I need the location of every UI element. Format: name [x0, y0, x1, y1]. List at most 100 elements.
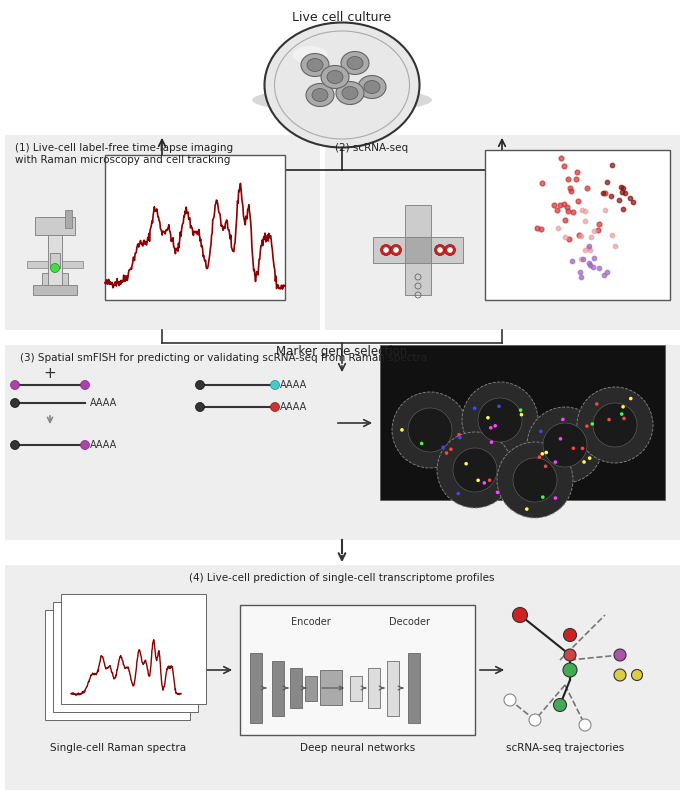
Circle shape	[504, 694, 516, 706]
Ellipse shape	[312, 89, 328, 101]
Text: AAAA: AAAA	[280, 402, 308, 412]
Bar	[368, 668, 380, 708]
Circle shape	[540, 452, 544, 456]
Circle shape	[445, 452, 448, 455]
Ellipse shape	[327, 71, 343, 84]
Text: Marker gene selection: Marker gene selection	[276, 345, 408, 358]
Point	[563, 205, 574, 218]
Point	[617, 181, 628, 194]
Point	[549, 199, 560, 212]
Point	[576, 270, 587, 283]
Point	[607, 159, 618, 171]
Point	[565, 181, 576, 194]
Text: Single-cell Raman spectra: Single-cell Raman spectra	[50, 743, 186, 753]
Ellipse shape	[336, 81, 364, 105]
Point	[602, 265, 613, 278]
Circle shape	[441, 445, 445, 449]
Circle shape	[608, 418, 611, 421]
Circle shape	[529, 714, 541, 726]
Point	[584, 256, 595, 269]
Text: Decoder: Decoder	[388, 617, 429, 627]
Circle shape	[553, 496, 558, 500]
Bar	[373, 237, 463, 263]
Ellipse shape	[358, 76, 386, 98]
Text: Deep neural networks: Deep neural networks	[300, 743, 415, 753]
Circle shape	[614, 649, 626, 661]
Circle shape	[581, 447, 584, 450]
Point	[575, 253, 586, 266]
Circle shape	[545, 451, 548, 454]
Point	[589, 225, 600, 237]
Circle shape	[195, 381, 205, 390]
Circle shape	[476, 478, 480, 482]
Point	[558, 197, 569, 210]
Point	[535, 222, 546, 235]
Point	[607, 229, 618, 242]
Point	[617, 203, 628, 216]
Bar	[27, 261, 83, 268]
Point	[560, 230, 571, 243]
Point	[599, 204, 610, 217]
Circle shape	[271, 402, 279, 411]
Point	[602, 175, 613, 188]
Point	[580, 215, 590, 228]
Point	[554, 199, 565, 212]
Circle shape	[585, 424, 588, 428]
Circle shape	[490, 440, 493, 444]
Point	[610, 239, 621, 252]
Bar	[408, 653, 420, 723]
Point	[588, 251, 599, 264]
Point	[585, 230, 596, 243]
Circle shape	[527, 407, 603, 483]
Point	[606, 190, 616, 203]
Bar	[250, 653, 262, 723]
Text: Encoder: Encoder	[290, 617, 330, 627]
Circle shape	[538, 456, 541, 459]
Circle shape	[392, 392, 468, 468]
Circle shape	[539, 430, 543, 433]
Point	[585, 259, 596, 272]
Bar	[53, 602, 198, 712]
Point	[625, 192, 636, 204]
Text: (4) Live-cell prediction of single-cell transcriptome profiles: (4) Live-cell prediction of single-cell …	[189, 573, 495, 583]
Circle shape	[541, 495, 545, 499]
Point	[572, 165, 583, 178]
Ellipse shape	[364, 80, 380, 93]
Circle shape	[10, 440, 19, 449]
Point	[566, 184, 577, 197]
Point	[577, 204, 588, 217]
Point	[570, 172, 581, 185]
Circle shape	[420, 442, 423, 445]
Circle shape	[10, 398, 19, 407]
Circle shape	[553, 460, 557, 464]
Point	[599, 268, 610, 281]
Circle shape	[595, 402, 599, 406]
Point	[575, 266, 586, 279]
Circle shape	[437, 432, 513, 508]
Bar	[405, 237, 431, 263]
Circle shape	[496, 490, 499, 494]
Ellipse shape	[292, 46, 327, 64]
Bar	[50, 253, 60, 268]
Circle shape	[525, 507, 529, 511]
Circle shape	[588, 456, 591, 460]
Ellipse shape	[342, 86, 358, 100]
Point	[614, 194, 625, 207]
Bar	[48, 230, 62, 285]
Circle shape	[513, 458, 557, 502]
Point	[563, 172, 574, 185]
Point	[573, 229, 584, 242]
Circle shape	[486, 416, 490, 419]
Circle shape	[620, 412, 623, 416]
Point	[578, 253, 589, 266]
Bar	[380, 345, 665, 500]
Circle shape	[579, 719, 591, 731]
Text: AAAA: AAAA	[90, 398, 117, 408]
Circle shape	[590, 422, 594, 426]
Text: Live cell culture: Live cell culture	[292, 10, 392, 23]
Circle shape	[473, 407, 477, 410]
Circle shape	[380, 245, 392, 255]
Point	[617, 186, 628, 199]
Circle shape	[629, 397, 632, 400]
Text: (3) Spatial smFISH for predicting or validating scRNA-seq from Raman spectra: (3) Spatial smFISH for predicting or val…	[20, 353, 427, 363]
